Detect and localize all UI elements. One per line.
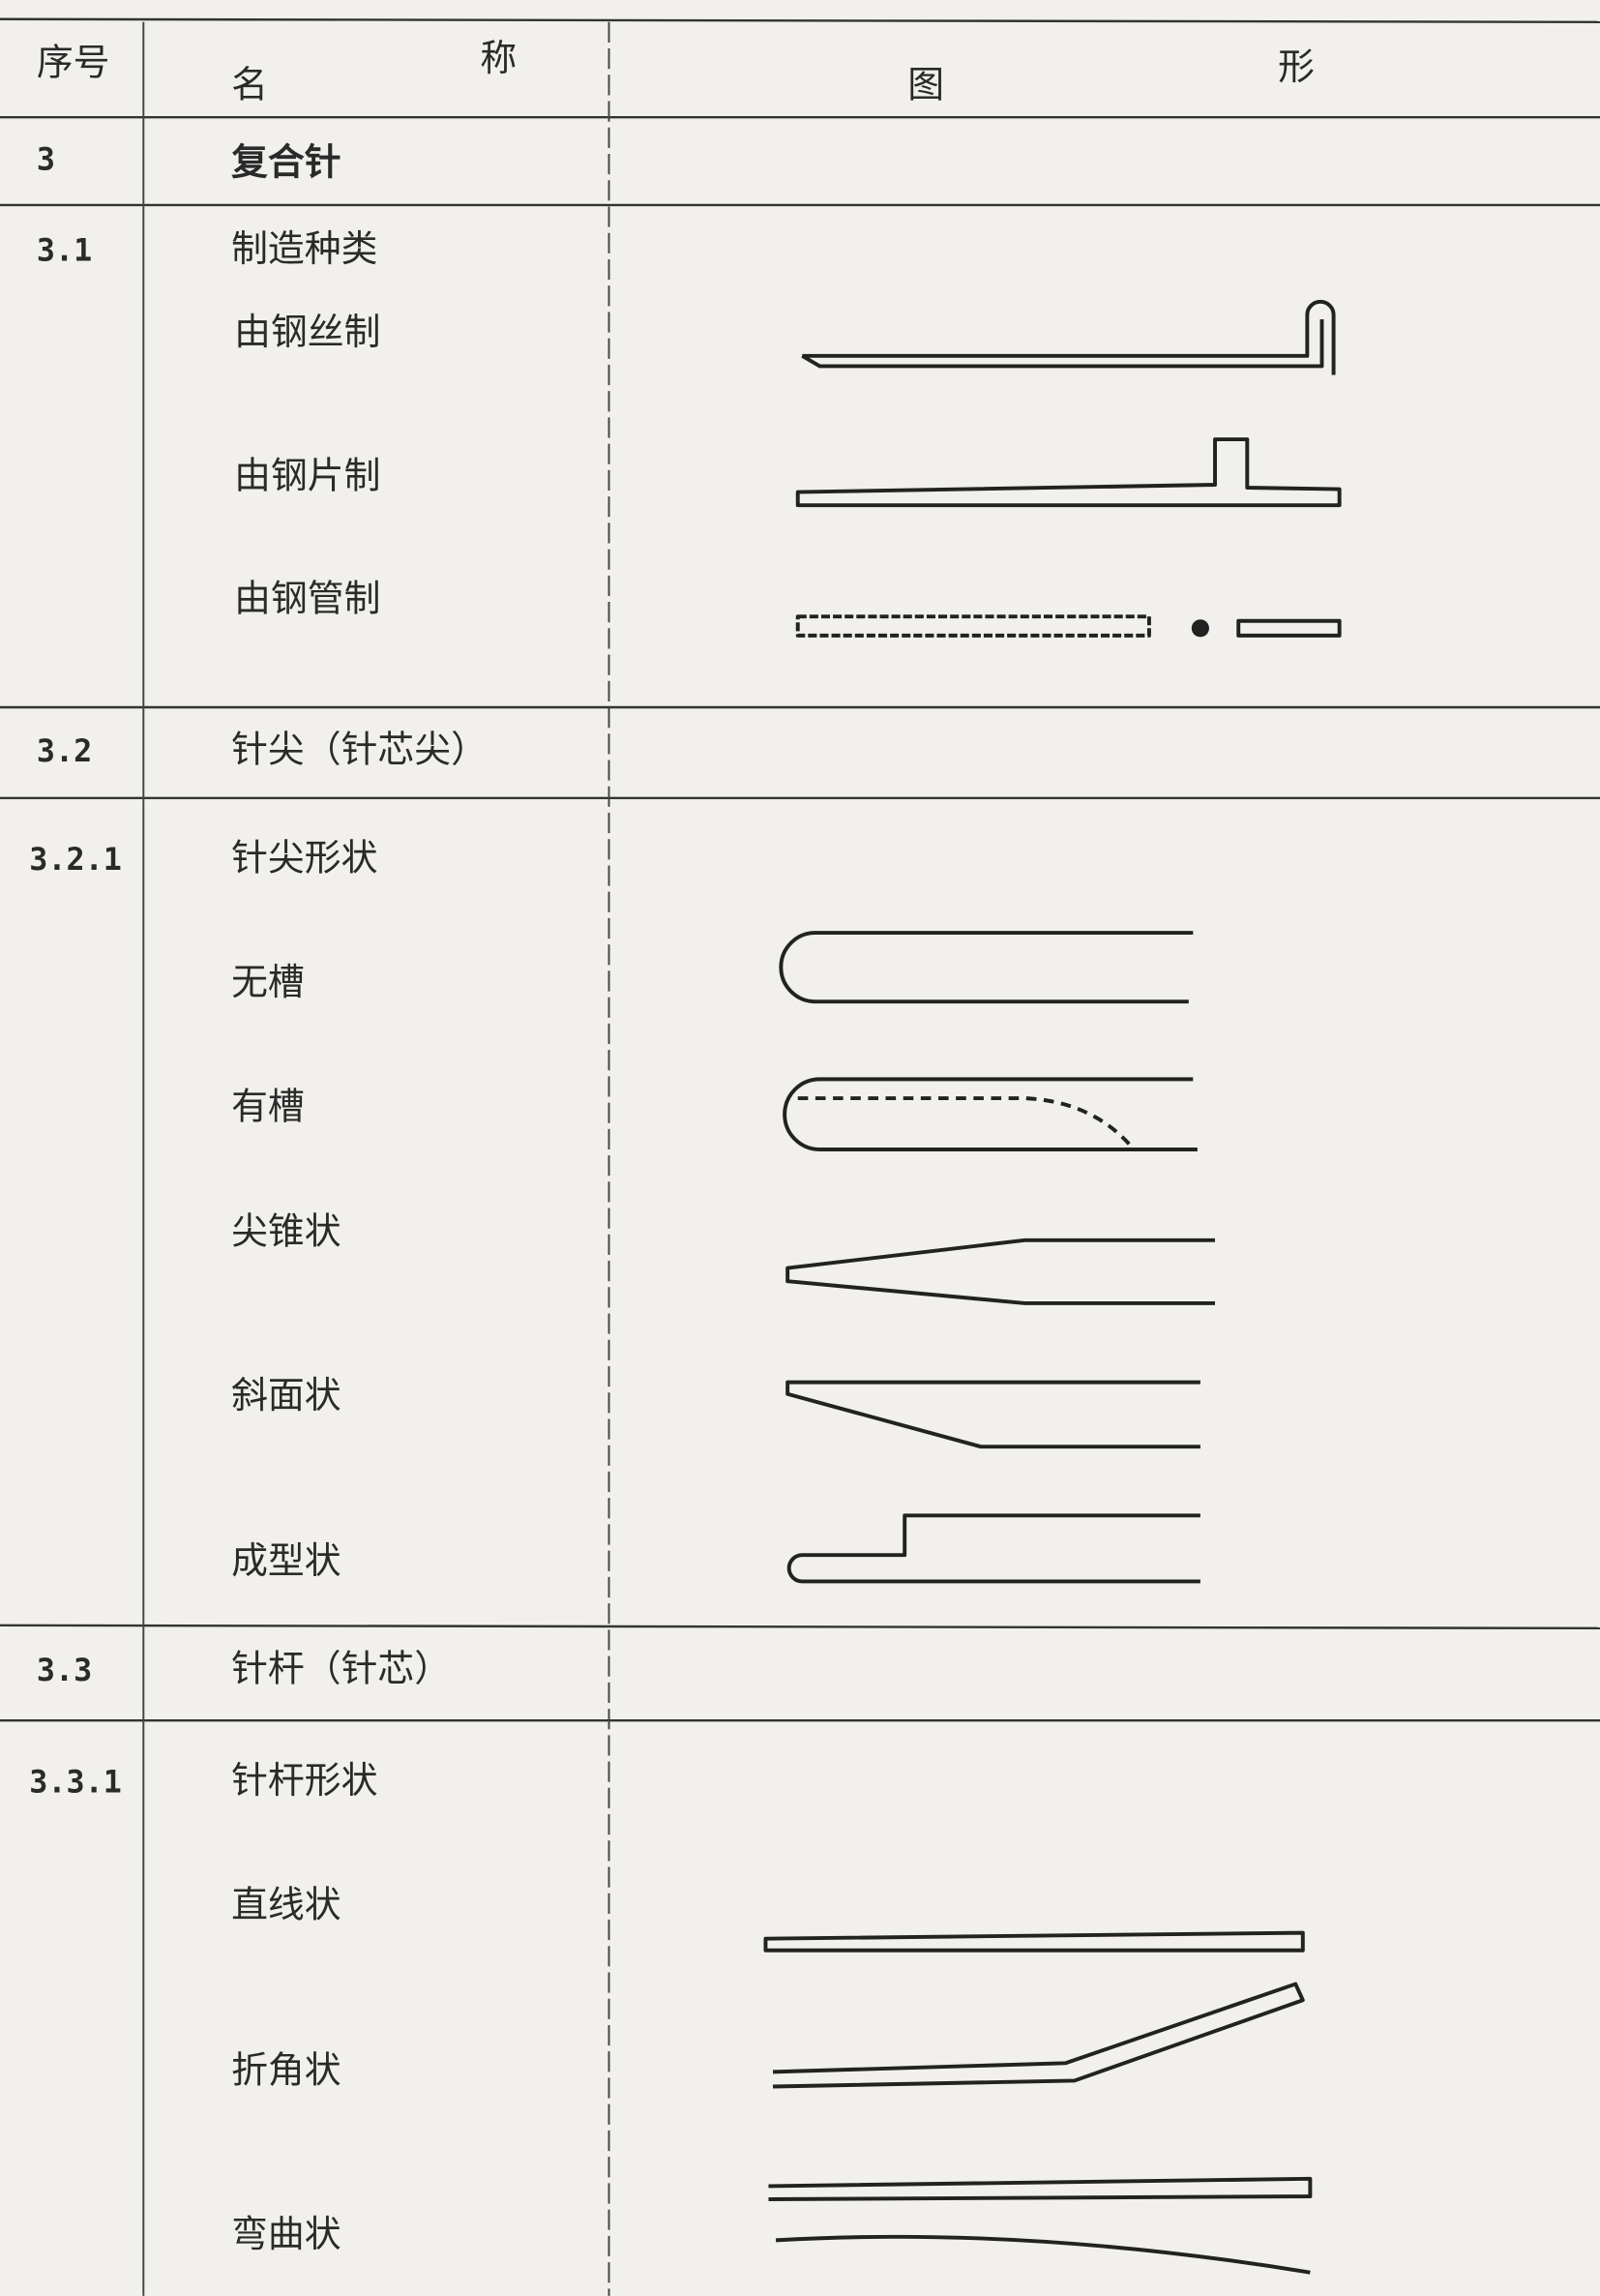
header-figure: 形 [1278, 45, 1315, 88]
wire-needle [801, 299, 1336, 375]
row-name: 针杆（针芯） [231, 1648, 451, 1690]
row-name: 针杆形状 [231, 1759, 377, 1802]
row-item: 由钢丝制 [234, 311, 380, 353]
row-item: 无槽 [231, 961, 305, 1003]
row-item: 有槽 [231, 1086, 305, 1128]
row-item: 斜面状 [231, 1374, 341, 1416]
header-number: 序号 [37, 42, 110, 84]
groove-line [797, 1096, 1132, 1147]
tube-section [1191, 619, 1209, 638]
row-item: 由钢管制 [234, 578, 380, 620]
header-name: 名 [231, 63, 268, 105]
tip-no-groove [779, 931, 1194, 1004]
row-item: 尖锥状 [231, 1209, 341, 1252]
row-number: 3.3.1 [29, 1765, 122, 1800]
row-name: 针尖形状 [231, 836, 377, 879]
tip-groove [783, 1077, 1198, 1151]
row-name: 复合针 [231, 140, 341, 184]
row-item: 弯曲状 [231, 2213, 341, 2255]
header-figure: 图 [907, 63, 944, 105]
row-number: 3.2.1 [29, 843, 122, 878]
tip-bevel [785, 1380, 1200, 1449]
row-number: 3.2 [37, 734, 92, 769]
row-number: 3.1 [37, 233, 92, 268]
figures [763, 299, 1342, 2275]
tip-formed [786, 1513, 1200, 1584]
row-name: 针尖（针芯尖） [231, 728, 488, 770]
row-number: 3 [37, 143, 55, 178]
row-item: 折角状 [231, 2048, 341, 2091]
row-name: 制造种类 [231, 227, 377, 270]
shank-straight [763, 1930, 1305, 1953]
shank-curved [768, 2176, 1313, 2275]
row-item: 直线状 [231, 1883, 341, 1925]
table-rules [0, 17, 1600, 2296]
shank-angled [772, 1982, 1305, 2089]
header-name: 称 [480, 37, 517, 79]
row-item: 由钢片制 [234, 454, 380, 496]
tip-cone [785, 1237, 1216, 1305]
tube-section [1236, 618, 1342, 638]
tube-needle [795, 614, 1151, 638]
row-item: 成型状 [231, 1539, 341, 1582]
row-number: 3.3 [37, 1654, 92, 1688]
sheet-needle [795, 437, 1342, 508]
